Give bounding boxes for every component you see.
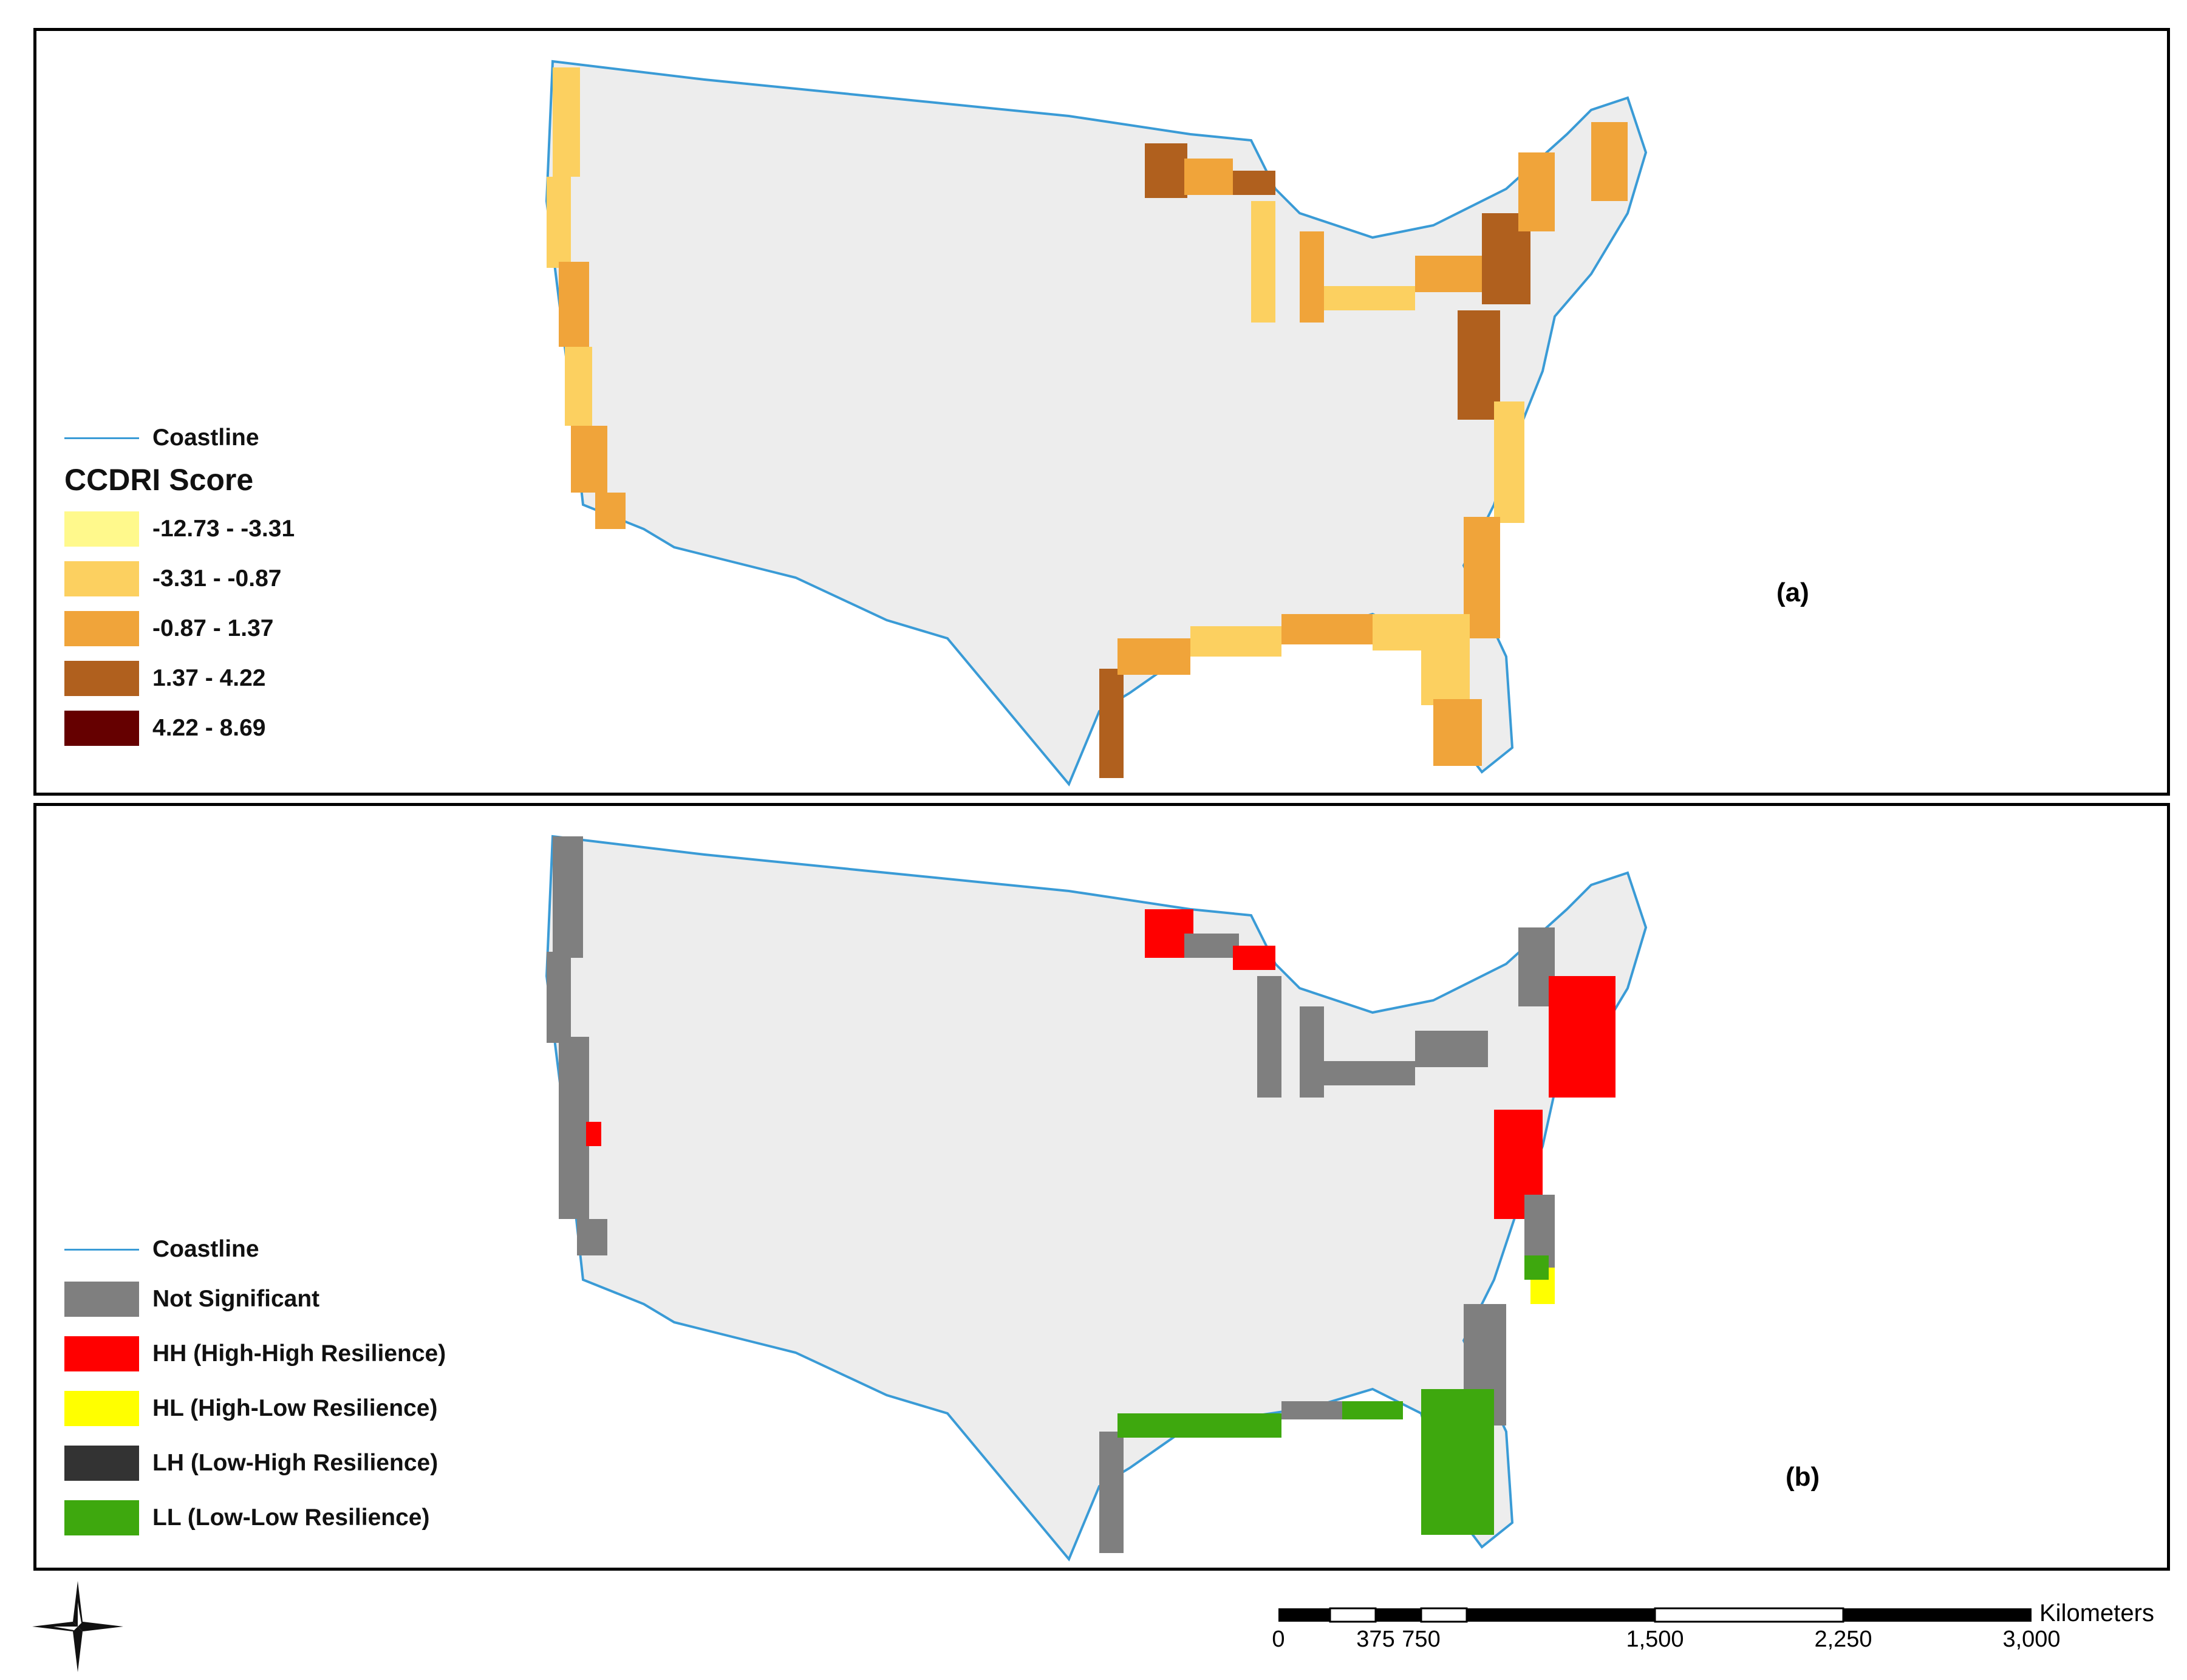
scale-tick-label: 2,250 — [1814, 1627, 1872, 1652]
coastal-county — [1184, 934, 1239, 958]
coastal-county — [1099, 1432, 1124, 1553]
legend-title: CCDRI Score — [64, 463, 254, 497]
legend-swatch — [64, 611, 139, 646]
coastal-counties-b — [547, 836, 1616, 1553]
legend-label: Not Significant — [152, 1286, 320, 1312]
coastal-county — [1591, 122, 1628, 201]
legend-swatch — [64, 511, 139, 547]
coastline-label: Coastline — [152, 425, 259, 451]
coastal-county — [1233, 171, 1275, 195]
legend-label: HL (High-Low Resilience) — [152, 1395, 438, 1421]
coastal-county — [1433, 699, 1482, 766]
panel-label-a: (a) — [1776, 578, 1809, 607]
coastal-county — [553, 67, 580, 177]
legend-swatch — [64, 661, 139, 696]
coastal-county — [1172, 1413, 1281, 1438]
coastal-county — [559, 1037, 589, 1219]
map-panel-a: Coastline CCDRI Score -12.73 - -3.31 -3.3… — [33, 28, 2170, 796]
coastal-county — [1415, 256, 1488, 292]
coastal-counties-a — [547, 67, 1628, 778]
coastal-county — [595, 493, 626, 529]
legend-swatch — [64, 1500, 139, 1535]
coastal-county — [586, 1122, 601, 1146]
us-landmass — [545, 60, 1648, 787]
coastal-county — [1494, 401, 1524, 523]
coastal-county — [1415, 1031, 1488, 1067]
coastal-county — [553, 836, 583, 958]
ccdri-legend-item: -3.31 - -0.87 — [64, 561, 281, 597]
lisa-legend-item: LL (Low-Low Resilience) — [64, 1500, 429, 1536]
coastal-county — [1518, 152, 1555, 231]
compass-rose-icon — [32, 1581, 123, 1672]
coastal-county — [1145, 143, 1187, 198]
coastal-county — [1421, 614, 1470, 705]
coastal-county — [1342, 1401, 1403, 1419]
us-map-a — [545, 60, 1648, 787]
coastal-county — [559, 262, 589, 347]
lisa-legend-item: LH (Low-High Resilience) — [64, 1445, 438, 1481]
legend-swatch — [64, 1391, 139, 1426]
coastline-swatch — [64, 1248, 139, 1251]
scale-tick-label: 375 — [1356, 1627, 1395, 1652]
scale-unit-label: Kilometers — [2039, 1600, 2154, 1627]
legend-label: -0.87 - 1.37 — [152, 615, 274, 641]
coastal-county — [1190, 626, 1281, 657]
legend-label: LL (Low-Low Resilience) — [152, 1504, 430, 1531]
scale-tick-label: 750 — [1402, 1627, 1441, 1652]
coastal-county — [1373, 614, 1421, 650]
coastal-county — [1458, 310, 1500, 420]
legend-label: 4.22 - 8.69 — [152, 715, 266, 741]
coastal-county — [547, 952, 571, 1043]
coastal-county — [1251, 201, 1275, 323]
coastal-county — [571, 426, 607, 493]
coastal-county — [1117, 638, 1190, 675]
ccdri-legend-item: -0.87 - 1.37 — [64, 610, 273, 647]
coastline-legend-item: Coastline — [64, 420, 259, 456]
panel-label-b: (b) — [1786, 1462, 1820, 1492]
legend-label: 1.37 - 4.22 — [152, 665, 266, 691]
scale-tick-label: 3,000 — [2002, 1627, 2061, 1652]
legend-label: -3.31 - -0.87 — [152, 565, 282, 592]
coastline-legend-item: Coastline — [64, 1231, 259, 1268]
legend-label: -12.73 - -3.31 — [152, 516, 295, 542]
coastal-county — [1184, 159, 1233, 195]
coastal-county — [1524, 1255, 1549, 1280]
ccdri-legend-item: 1.37 - 4.22 — [64, 660, 265, 697]
scale-bar: Kilometers 0 375 750 1,500 2,250 3,000 — [1272, 1597, 2186, 1676]
ccdri-legend-item: -12.73 - -3.31 — [64, 511, 295, 547]
scale-bar-graphic — [1278, 1607, 2032, 1623]
legend-label: HH (High-High Resilience) — [152, 1340, 446, 1367]
coastal-county — [1549, 976, 1616, 1098]
lisa-legend-item: HH (High-High Resilience) — [64, 1336, 446, 1372]
coastal-county — [1324, 1061, 1415, 1085]
coastal-county — [1233, 946, 1275, 970]
scale-tick-label: 0 — [1272, 1627, 1285, 1652]
coastal-county — [577, 1219, 607, 1255]
legend-swatch — [64, 561, 139, 596]
coastal-county — [1300, 1006, 1324, 1098]
us-map-b — [545, 835, 1648, 1562]
legend-swatch — [64, 711, 139, 746]
map-panel-b: Coastline Not Significant HH (High-High R… — [33, 803, 2170, 1571]
legend-swatch — [64, 1282, 139, 1317]
coastline-swatch — [64, 437, 139, 439]
lisa-legend-item: Not Significant — [64, 1281, 319, 1317]
legend-label: LH (Low-High Resilience) — [152, 1450, 438, 1476]
ccdri-legend-item: 4.22 - 8.69 — [64, 710, 265, 746]
coastal-county — [1257, 976, 1281, 1098]
coastal-county — [1300, 231, 1324, 323]
coastal-county — [1324, 286, 1415, 310]
coastal-county — [1281, 1401, 1342, 1419]
coastal-county — [1421, 1389, 1494, 1535]
coastline-label: Coastline — [152, 1236, 259, 1262]
legend-swatch — [64, 1336, 139, 1371]
legend-swatch — [64, 1446, 139, 1481]
coastal-county — [565, 347, 592, 426]
lisa-legend-item: HL (High-Low Resilience) — [64, 1390, 438, 1427]
coastal-county — [1117, 1413, 1172, 1438]
scale-tick-label: 1,500 — [1626, 1627, 1684, 1652]
coastal-county — [1099, 669, 1124, 778]
coastal-county — [547, 177, 571, 268]
